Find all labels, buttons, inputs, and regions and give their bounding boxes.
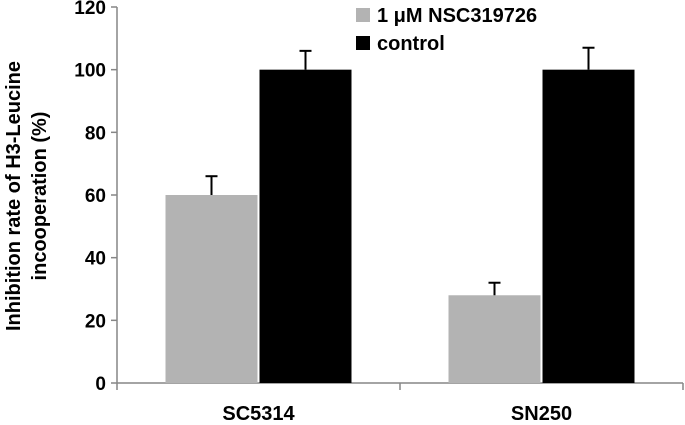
bar xyxy=(448,295,541,383)
bar xyxy=(542,69,635,384)
legend: 1 μM NSC319726 control xyxy=(356,5,537,55)
x-tick-label: SN250 xyxy=(511,403,572,425)
legend-label: control xyxy=(377,33,445,55)
plot-area: 0 20 40 60 80 100 120 SC5314 SN250 xyxy=(74,0,684,425)
y-tick-label: 60 xyxy=(85,186,106,207)
x-tick-label: SC5314 xyxy=(222,403,295,425)
y-axis-title-line1: Inhibition rate of H3-Leucine xyxy=(3,61,25,331)
y-tick-label: 100 xyxy=(74,61,106,82)
y-tick-label: 120 xyxy=(74,0,106,19)
y-tick-label: 0 xyxy=(95,374,106,395)
legend-swatch xyxy=(356,36,370,50)
legend-label: 1 μM NSC319726 xyxy=(377,5,537,27)
y-axis-title-line2: incooperation (%) xyxy=(29,112,51,281)
y-tick-label: 80 xyxy=(85,123,106,144)
y-tick-label: 40 xyxy=(85,249,106,270)
y-tick-label: 20 xyxy=(85,311,106,332)
legend-swatch xyxy=(356,8,370,22)
bar xyxy=(259,69,352,384)
bar xyxy=(165,195,258,383)
y-axis-title: Inhibition rate of H3-Leucine incooperat… xyxy=(3,61,51,331)
